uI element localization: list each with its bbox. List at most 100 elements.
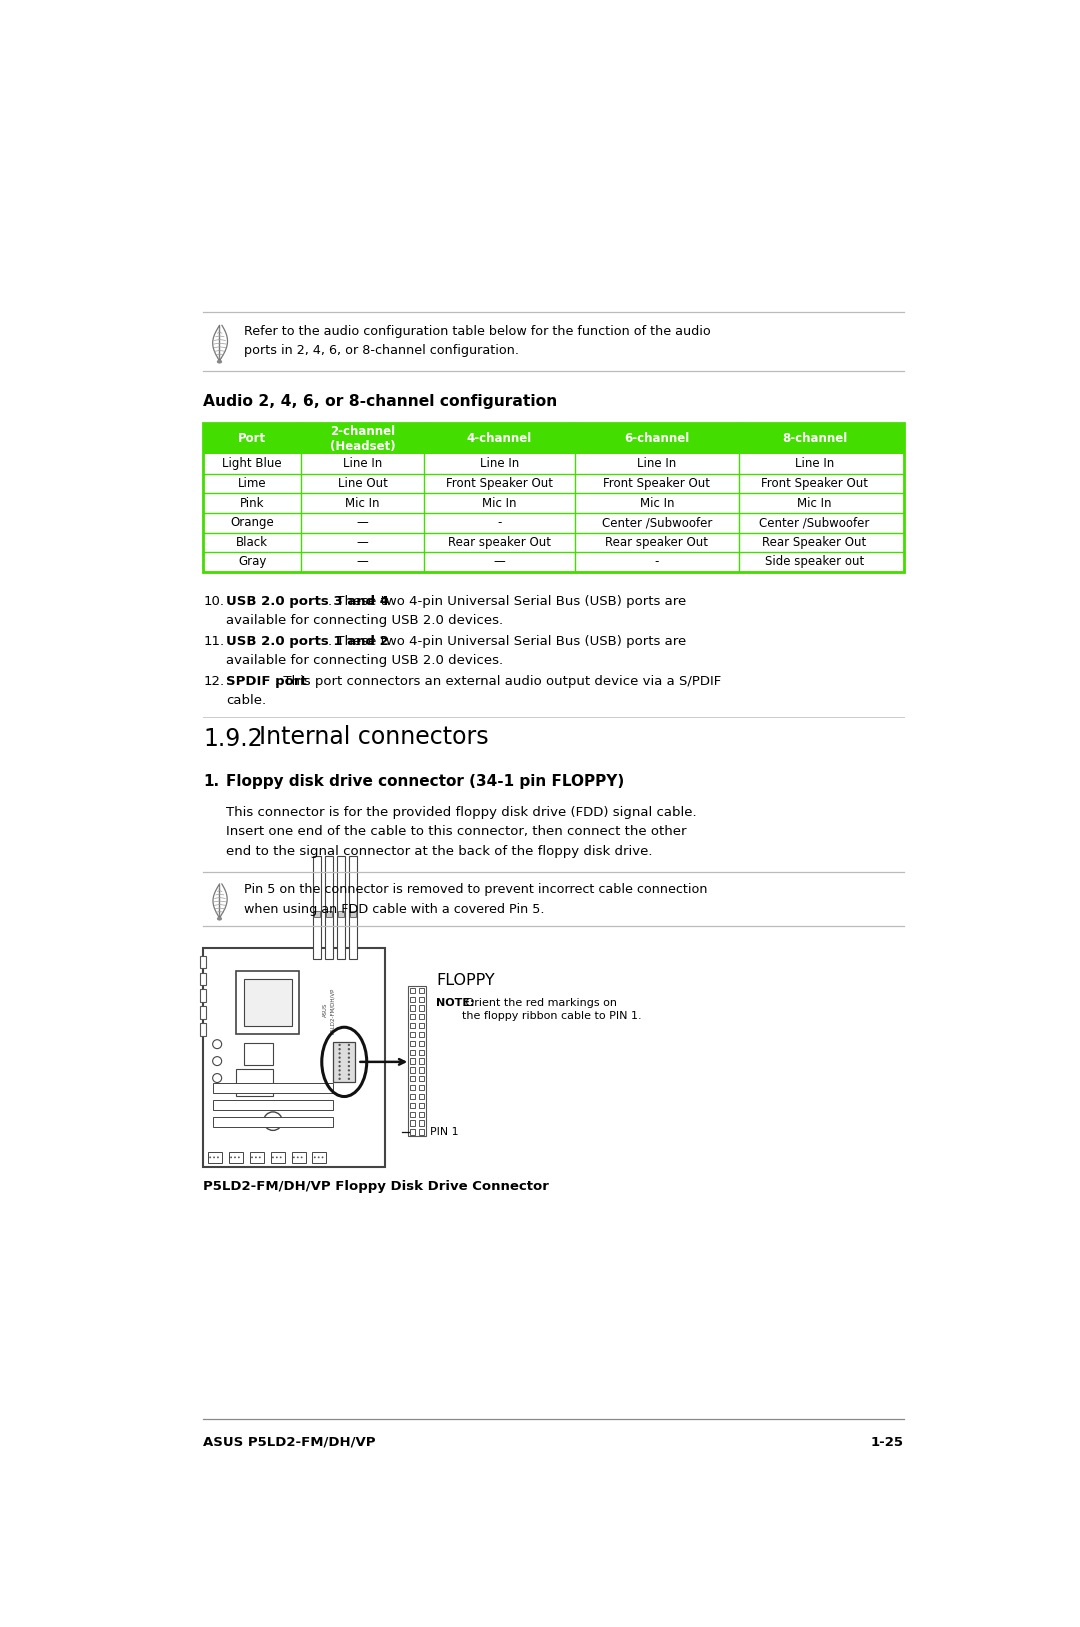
Bar (235, 971, 299, 1035)
Circle shape (348, 1066, 350, 1067)
Circle shape (338, 1074, 341, 1075)
Bar (409, 1129, 415, 1134)
Bar (338, 911, 345, 918)
Text: Black: Black (237, 535, 268, 548)
Text: Audio 2, 4, 6, or 8-channel configuration: Audio 2, 4, 6, or 8-channel configuratio… (203, 394, 557, 408)
Text: ASUS: ASUS (323, 1002, 328, 1017)
Text: Light Blue: Light Blue (222, 457, 282, 470)
Bar (203, 423, 904, 454)
Bar (419, 1005, 424, 1010)
Bar (419, 1067, 424, 1072)
Bar (419, 996, 424, 1002)
Bar (213, 1082, 333, 1093)
Text: ASUS P5LD2-FM/DH/VP: ASUS P5LD2-FM/DH/VP (203, 1435, 376, 1448)
Text: FLOPPY: FLOPPY (436, 973, 495, 988)
Text: P5LD2-FM/DH/VP: P5LD2-FM/DH/VP (330, 988, 335, 1035)
Bar (207, 1152, 221, 1163)
Bar (409, 1093, 415, 1100)
Circle shape (338, 1066, 341, 1067)
Text: Line Out: Line Out (338, 477, 388, 490)
Circle shape (348, 1077, 350, 1080)
Text: 8-channel: 8-channel (782, 433, 847, 446)
Bar (213, 1100, 333, 1110)
Circle shape (238, 1157, 240, 1158)
Text: —: — (356, 516, 368, 529)
Text: Mic In: Mic In (346, 496, 380, 509)
Circle shape (210, 1157, 211, 1158)
Text: available for connecting USB 2.0 devices.: available for connecting USB 2.0 devices… (227, 613, 503, 626)
Bar (419, 988, 424, 992)
Text: Floppy disk drive connector (34-1 pin FLOPPY): Floppy disk drive connector (34-1 pin FL… (227, 773, 624, 789)
Bar (326, 911, 333, 918)
Text: Center /Subwoofer: Center /Subwoofer (759, 516, 869, 529)
Bar (349, 856, 357, 960)
Bar (409, 988, 415, 992)
Bar (419, 1121, 424, 1126)
Text: NOTE:: NOTE: (436, 997, 474, 1009)
Bar (235, 1069, 273, 1095)
Text: Internal connectors: Internal connectors (259, 726, 488, 748)
Text: 11.: 11. (203, 635, 225, 648)
Bar (409, 1049, 415, 1054)
Text: 6-channel: 6-channel (624, 433, 689, 446)
Text: Front Speaker Out: Front Speaker Out (761, 477, 868, 490)
Text: Lime: Lime (238, 477, 267, 490)
Text: Rear speaker Out: Rear speaker Out (448, 535, 551, 548)
Text: ports in 2, 4, 6, or 8-channel configuration.: ports in 2, 4, 6, or 8-channel configura… (243, 345, 518, 358)
Bar (419, 1129, 424, 1134)
Ellipse shape (217, 918, 221, 919)
Bar (408, 986, 426, 1136)
Circle shape (322, 1157, 324, 1158)
Bar (409, 1067, 415, 1072)
Bar (409, 1059, 415, 1064)
Circle shape (338, 1061, 341, 1062)
Text: 1.9.2: 1.9.2 (203, 727, 262, 752)
Circle shape (259, 1157, 260, 1158)
Text: . These two 4-pin Universal Serial Bus (USB) ports are: . These two 4-pin Universal Serial Bus (… (328, 635, 687, 648)
Text: P5LD2-FM/DH/VP Floppy Disk Drive Connector: P5LD2-FM/DH/VP Floppy Disk Drive Connect… (203, 1180, 549, 1193)
Circle shape (230, 1157, 232, 1158)
Bar (200, 1023, 206, 1036)
Text: Mic In: Mic In (797, 496, 832, 509)
Bar (350, 911, 356, 918)
Text: Gray: Gray (238, 555, 267, 568)
Bar (249, 1152, 264, 1163)
Text: 2-channel
(Headset): 2-channel (Headset) (329, 425, 395, 452)
Ellipse shape (217, 361, 221, 363)
Bar (419, 1023, 424, 1028)
Text: Rear Speaker Out: Rear Speaker Out (762, 535, 866, 548)
Bar (409, 1075, 415, 1082)
Text: —: — (356, 555, 368, 568)
Circle shape (348, 1053, 350, 1054)
Bar (337, 856, 345, 960)
Bar (313, 856, 321, 960)
Bar (419, 1075, 424, 1082)
Circle shape (300, 1157, 302, 1158)
Bar (200, 955, 206, 968)
Text: PIN 1: PIN 1 (430, 1128, 458, 1137)
Bar (409, 1085, 415, 1090)
Circle shape (297, 1157, 299, 1158)
Circle shape (348, 1056, 350, 1059)
Circle shape (217, 1157, 219, 1158)
Circle shape (234, 1157, 235, 1158)
Bar (213, 1116, 333, 1128)
Bar (409, 1023, 415, 1028)
Bar (203, 949, 386, 1167)
Bar (419, 1049, 424, 1054)
Bar (419, 1032, 424, 1036)
Text: Line In: Line In (795, 457, 834, 470)
Text: Mic In: Mic In (639, 496, 674, 509)
Text: Refer to the audio configuration table below for the function of the audio: Refer to the audio configuration table b… (243, 325, 711, 337)
Text: available for connecting USB 2.0 devices.: available for connecting USB 2.0 devices… (227, 654, 503, 667)
Circle shape (213, 1056, 221, 1066)
Text: Pin 5 on the connector is removed to prevent incorrect cable connection: Pin 5 on the connector is removed to pre… (243, 883, 707, 896)
Text: -: - (654, 555, 659, 568)
Circle shape (318, 1157, 320, 1158)
Text: Mic In: Mic In (482, 496, 516, 509)
Circle shape (348, 1069, 350, 1072)
Text: 12.: 12. (203, 675, 225, 688)
Circle shape (338, 1056, 341, 1059)
Circle shape (348, 1048, 350, 1051)
Text: 10.: 10. (203, 595, 225, 608)
